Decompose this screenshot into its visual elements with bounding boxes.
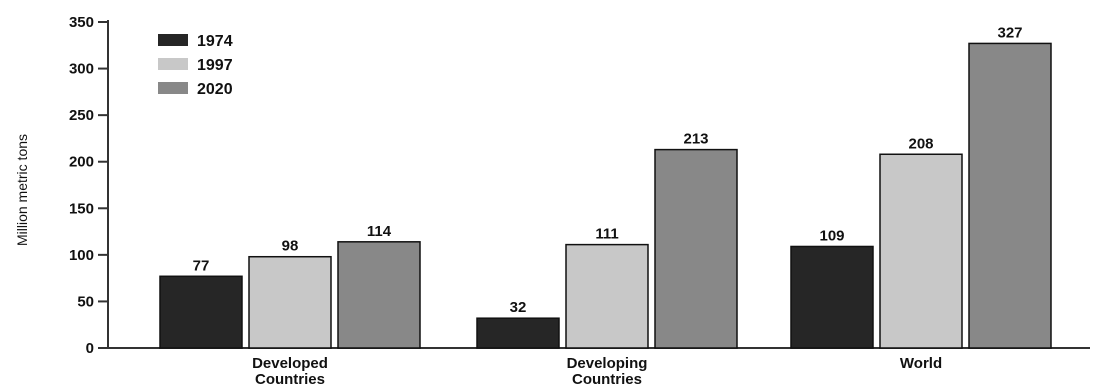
legend-label: 1997 — [197, 57, 233, 74]
data-label: 208 — [908, 135, 933, 152]
y-tick-label: 100 — [69, 247, 94, 264]
x-tick-label: Developing — [567, 355, 648, 372]
data-label: 109 — [819, 227, 844, 244]
bar-1997-world — [879, 153, 963, 349]
y-tick-label: 250 — [69, 107, 94, 124]
bar-1997-developed — [248, 255, 332, 349]
legend-label: 2020 — [197, 81, 233, 98]
y-tick-label: 50 — [77, 293, 94, 310]
x-tick-label: Developed — [252, 355, 328, 372]
bar-2020-world — [968, 42, 1052, 349]
data-label: 114 — [367, 223, 392, 240]
bar-1997-developing — [565, 243, 649, 349]
legend: 1974 1997 2020 — [158, 33, 233, 98]
bar-1974-developing — [476, 317, 560, 349]
bars — [159, 42, 1052, 349]
legend-label: 1974 — [197, 33, 233, 50]
bar-2020-developed — [337, 241, 421, 349]
y-tick-label: 0 — [86, 340, 94, 357]
data-label: 77 — [193, 257, 210, 274]
y-axis-title: Million metric tons — [14, 134, 30, 246]
y-tick-label: 300 — [69, 61, 94, 78]
y-tick-label: 200 — [69, 154, 94, 171]
legend-swatch — [158, 34, 188, 46]
y-tick-label: 350 — [69, 14, 94, 31]
data-label: 327 — [997, 24, 1022, 41]
x-tick-label: World — [900, 355, 942, 372]
legend-swatch — [158, 58, 188, 70]
x-tick-label: Countries — [255, 371, 325, 388]
data-labels: 77 98 114 32 111 213 109 208 327 — [193, 24, 1023, 316]
axes: 050100150200250300350DevelopedCountriesD… — [69, 14, 1090, 388]
data-label: 98 — [282, 238, 299, 255]
bar-1974-world — [790, 245, 874, 349]
bar-2020-developing — [654, 148, 738, 349]
bar-1974-developed — [159, 275, 243, 349]
data-label: 111 — [595, 226, 618, 243]
y-tick-label: 150 — [69, 200, 94, 217]
legend-swatch — [158, 82, 188, 94]
data-label: 32 — [510, 299, 527, 316]
x-tick-label: Countries — [572, 371, 642, 388]
data-label: 213 — [683, 131, 708, 148]
